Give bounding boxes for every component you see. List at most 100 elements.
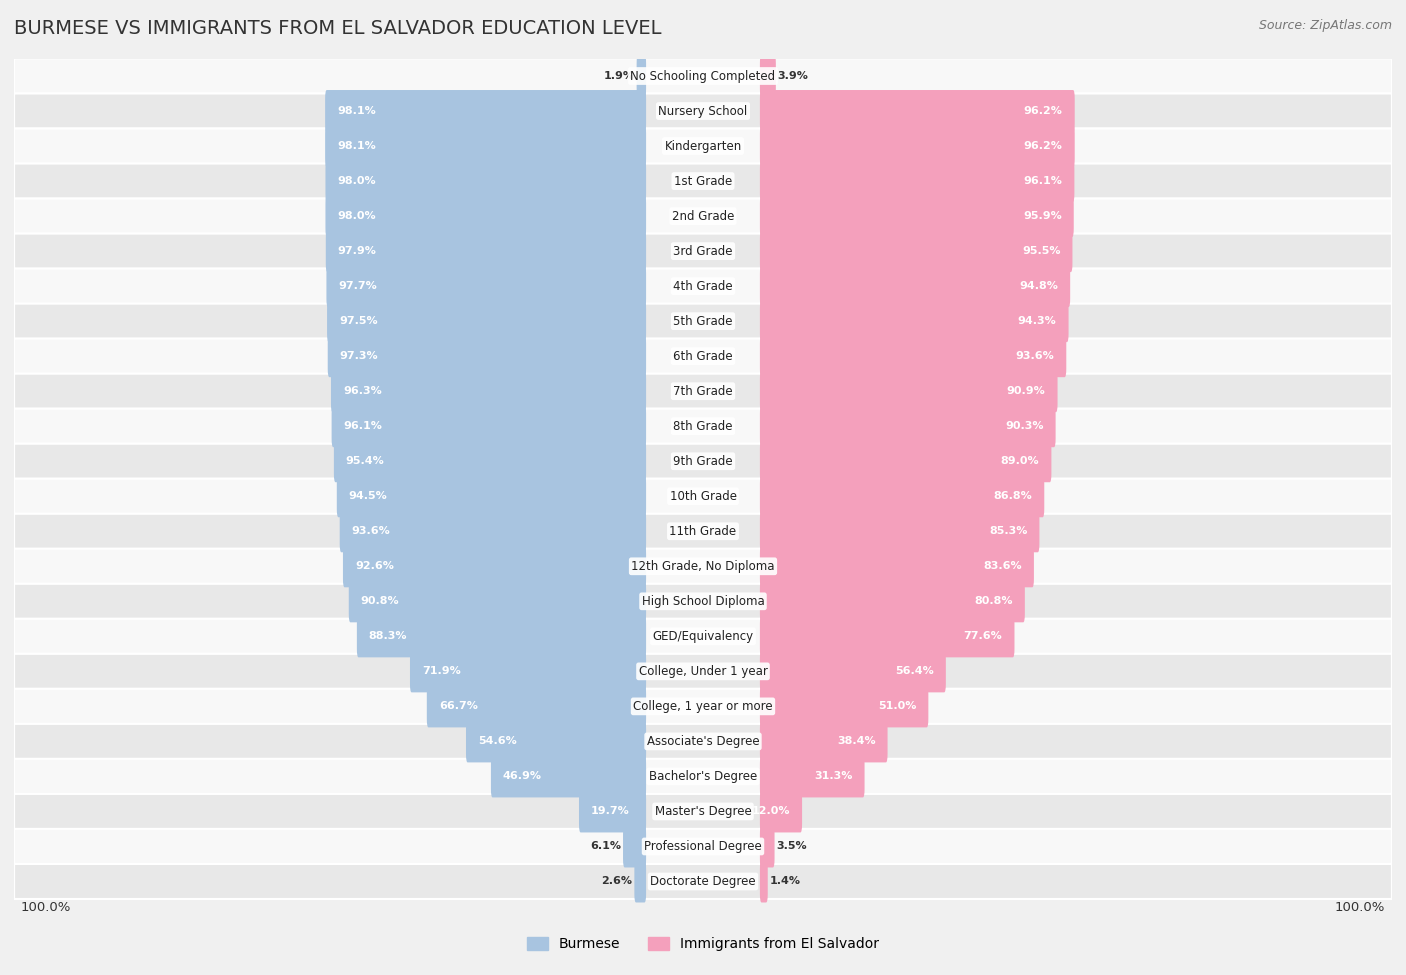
- FancyBboxPatch shape: [759, 441, 1052, 483]
- FancyBboxPatch shape: [759, 510, 1039, 552]
- Text: 92.6%: 92.6%: [354, 562, 394, 571]
- Text: College, Under 1 year: College, Under 1 year: [638, 665, 768, 678]
- Text: 90.8%: 90.8%: [361, 597, 399, 606]
- FancyBboxPatch shape: [759, 125, 1074, 167]
- Text: Bachelor's Degree: Bachelor's Degree: [650, 770, 756, 783]
- FancyBboxPatch shape: [14, 794, 1392, 829]
- FancyBboxPatch shape: [759, 90, 1074, 132]
- Text: 94.3%: 94.3%: [1018, 316, 1056, 327]
- Text: 97.3%: 97.3%: [340, 351, 378, 361]
- FancyBboxPatch shape: [326, 230, 647, 272]
- Text: 89.0%: 89.0%: [1001, 456, 1039, 466]
- Text: 97.5%: 97.5%: [339, 316, 378, 327]
- FancyBboxPatch shape: [759, 545, 1033, 587]
- FancyBboxPatch shape: [759, 791, 801, 833]
- Text: Master's Degree: Master's Degree: [655, 805, 751, 818]
- Text: 2nd Grade: 2nd Grade: [672, 210, 734, 222]
- Text: 71.9%: 71.9%: [422, 666, 461, 677]
- FancyBboxPatch shape: [14, 234, 1392, 269]
- Text: 94.5%: 94.5%: [349, 491, 388, 501]
- Text: 93.6%: 93.6%: [352, 526, 391, 536]
- FancyBboxPatch shape: [14, 303, 1392, 338]
- Text: GED/Equivalency: GED/Equivalency: [652, 630, 754, 643]
- Text: 4th Grade: 4th Grade: [673, 280, 733, 292]
- FancyBboxPatch shape: [14, 269, 1392, 303]
- FancyBboxPatch shape: [759, 826, 775, 868]
- Text: 97.9%: 97.9%: [337, 246, 377, 256]
- Text: 95.9%: 95.9%: [1024, 212, 1062, 221]
- FancyBboxPatch shape: [357, 615, 647, 657]
- FancyBboxPatch shape: [14, 94, 1392, 129]
- Text: 77.6%: 77.6%: [963, 632, 1002, 642]
- FancyBboxPatch shape: [759, 650, 946, 692]
- FancyBboxPatch shape: [14, 479, 1392, 514]
- FancyBboxPatch shape: [491, 756, 647, 798]
- Text: 98.0%: 98.0%: [337, 176, 375, 186]
- Text: 3.5%: 3.5%: [776, 841, 807, 851]
- FancyBboxPatch shape: [14, 514, 1392, 549]
- FancyBboxPatch shape: [325, 160, 647, 202]
- FancyBboxPatch shape: [349, 580, 647, 622]
- FancyBboxPatch shape: [759, 475, 1045, 518]
- Text: 5th Grade: 5th Grade: [673, 315, 733, 328]
- FancyBboxPatch shape: [759, 370, 1057, 412]
- FancyBboxPatch shape: [427, 685, 647, 727]
- Text: 38.4%: 38.4%: [837, 736, 876, 747]
- Text: Associate's Degree: Associate's Degree: [647, 735, 759, 748]
- FancyBboxPatch shape: [759, 230, 1073, 272]
- FancyBboxPatch shape: [634, 861, 647, 903]
- FancyBboxPatch shape: [759, 300, 1069, 342]
- Text: 100.0%: 100.0%: [1334, 901, 1385, 914]
- FancyBboxPatch shape: [14, 759, 1392, 794]
- Text: 6.1%: 6.1%: [591, 841, 621, 851]
- Text: 95.4%: 95.4%: [346, 456, 385, 466]
- FancyBboxPatch shape: [759, 580, 1025, 622]
- Text: No Schooling Completed: No Schooling Completed: [630, 69, 776, 83]
- FancyBboxPatch shape: [325, 195, 647, 237]
- Text: 95.5%: 95.5%: [1022, 246, 1060, 256]
- FancyBboxPatch shape: [759, 195, 1074, 237]
- Text: 54.6%: 54.6%: [478, 736, 517, 747]
- FancyBboxPatch shape: [330, 370, 647, 412]
- Text: 1.9%: 1.9%: [603, 71, 636, 81]
- Text: 51.0%: 51.0%: [877, 701, 917, 712]
- Text: 90.9%: 90.9%: [1007, 386, 1046, 396]
- FancyBboxPatch shape: [325, 90, 647, 132]
- FancyBboxPatch shape: [14, 199, 1392, 234]
- Text: 31.3%: 31.3%: [814, 771, 852, 781]
- Text: Doctorate Degree: Doctorate Degree: [650, 875, 756, 888]
- Text: High School Diploma: High School Diploma: [641, 595, 765, 607]
- FancyBboxPatch shape: [328, 300, 647, 342]
- FancyBboxPatch shape: [14, 164, 1392, 199]
- FancyBboxPatch shape: [14, 723, 1392, 759]
- Text: 97.7%: 97.7%: [339, 281, 377, 292]
- Text: 12.0%: 12.0%: [752, 806, 790, 816]
- Text: 66.7%: 66.7%: [439, 701, 478, 712]
- Text: 9th Grade: 9th Grade: [673, 454, 733, 468]
- Text: 10th Grade: 10th Grade: [669, 489, 737, 503]
- Text: 94.8%: 94.8%: [1019, 281, 1059, 292]
- Text: Professional Degree: Professional Degree: [644, 839, 762, 853]
- Text: 6th Grade: 6th Grade: [673, 350, 733, 363]
- FancyBboxPatch shape: [623, 826, 647, 868]
- Text: 19.7%: 19.7%: [591, 806, 630, 816]
- FancyBboxPatch shape: [759, 55, 776, 98]
- Text: 90.3%: 90.3%: [1005, 421, 1043, 431]
- FancyBboxPatch shape: [759, 756, 865, 798]
- FancyBboxPatch shape: [340, 510, 647, 552]
- Text: 11th Grade: 11th Grade: [669, 525, 737, 538]
- FancyBboxPatch shape: [343, 545, 647, 587]
- FancyBboxPatch shape: [333, 441, 647, 483]
- Text: 85.3%: 85.3%: [988, 526, 1028, 536]
- Text: 1st Grade: 1st Grade: [673, 175, 733, 187]
- FancyBboxPatch shape: [332, 406, 647, 448]
- FancyBboxPatch shape: [14, 129, 1392, 164]
- Text: 46.9%: 46.9%: [503, 771, 541, 781]
- FancyBboxPatch shape: [14, 58, 1392, 94]
- Text: 98.1%: 98.1%: [337, 106, 375, 116]
- FancyBboxPatch shape: [759, 615, 1015, 657]
- Text: College, 1 year or more: College, 1 year or more: [633, 700, 773, 713]
- Text: 86.8%: 86.8%: [994, 491, 1032, 501]
- Text: 7th Grade: 7th Grade: [673, 385, 733, 398]
- Text: 56.4%: 56.4%: [896, 666, 934, 677]
